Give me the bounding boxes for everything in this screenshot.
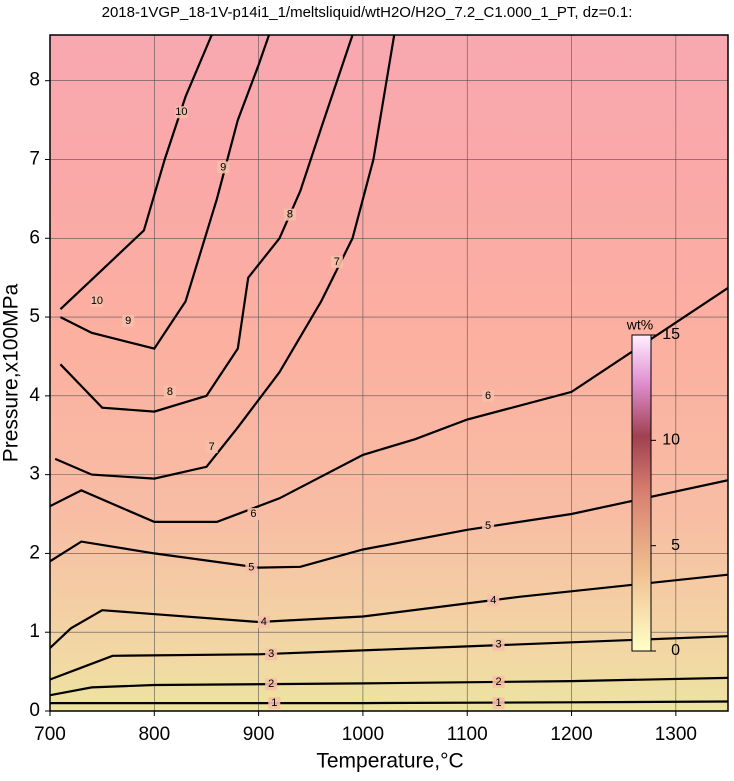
contour-label-box (268, 697, 281, 710)
contour-label-box (487, 594, 500, 607)
contour-line (50, 635, 728, 681)
contour-label: 5 (485, 520, 491, 532)
colorbar-tick-label: 10 (662, 432, 680, 449)
contour-label: 3 (268, 648, 274, 660)
contour-label: 10 (175, 106, 187, 118)
y-tick-label: 4 (29, 385, 40, 406)
contour-label: 7 (334, 256, 340, 268)
x-tick-label: 1100 (447, 724, 488, 745)
x-axis-label: Temperature,°C (316, 750, 463, 773)
contour-line (59, 35, 354, 413)
contour-label: 9 (125, 315, 131, 327)
contour-label: 5 (248, 562, 254, 574)
chart-title: 2018-1VGP_18-1V-p14i1_1/meltsliquid/wtH2… (102, 4, 633, 21)
contour-label-box (175, 106, 188, 119)
contour-label: 6 (250, 508, 256, 520)
x-tick-label: 1000 (342, 724, 384, 745)
colorbar-label: wt% (626, 317, 653, 333)
y-tick-label: 7 (29, 149, 40, 170)
contour-label-box (492, 697, 505, 710)
contour-line (50, 676, 728, 697)
contour-line (50, 479, 728, 569)
y-axis-label: Pressure,x100MPa (0, 283, 23, 462)
x-tick-label: 800 (138, 724, 170, 745)
contour-line (50, 286, 728, 523)
contour-label-box (257, 615, 270, 628)
x-tick-label: 900 (243, 724, 275, 745)
colorbar (631, 334, 652, 652)
contour-label: 1 (495, 697, 501, 709)
contour-label-box (122, 315, 135, 327)
y-tick-label: 2 (29, 542, 40, 563)
contour-label-box (482, 389, 495, 402)
contour-label: 2 (495, 676, 501, 688)
contour-label-box (163, 385, 176, 398)
heatmap-background (50, 35, 728, 711)
contour-label-box (330, 255, 343, 268)
contour-line (50, 700, 728, 705)
contour-line (59, 35, 271, 350)
colorbar-tick-label: 5 (671, 537, 680, 554)
plot-frame (49, 34, 729, 712)
contour-label-box (482, 519, 495, 532)
x-tick-label: 700 (34, 724, 66, 745)
contour-line (54, 35, 396, 480)
contour-label-box (492, 675, 505, 688)
colorbar-tick-label: 0 (671, 642, 680, 659)
y-tick-label: 6 (29, 227, 40, 248)
contour-label-box (247, 508, 260, 521)
contour-label: 4 (261, 616, 267, 628)
colorbar-tick-label: 15 (662, 326, 680, 343)
x-tick-label: 1200 (550, 724, 592, 745)
contour-label-box (245, 561, 258, 574)
contour-label-box (265, 648, 278, 661)
plot-area: 1 1 2 2 3 3 4 4 5 5 6 6 7 7 8 8 9 9 10 10 (50, 35, 728, 711)
contour-label: 8 (167, 386, 173, 398)
y-tick-label: 1 (29, 621, 40, 642)
contour-label: 3 (495, 639, 501, 651)
contour-label: 1 (271, 697, 277, 709)
contour-label: 8 (287, 209, 293, 221)
y-tick-label: 3 (29, 464, 40, 485)
contour-label: 6 (485, 390, 491, 402)
contour-label-box (265, 678, 278, 691)
contour-label-box (492, 638, 505, 651)
contour-label: 4 (490, 595, 496, 607)
x-tick-label: 1300 (655, 724, 697, 745)
contour-label: 10 (91, 295, 103, 307)
contour-label-box (205, 441, 218, 454)
contour-label: 7 (209, 441, 215, 453)
y-tick-label: 0 (29, 700, 40, 721)
contour-label: 9 (220, 161, 226, 173)
contour-label: 2 (268, 678, 274, 690)
y-tick-label: 5 (29, 306, 40, 327)
contour-label-box (283, 208, 296, 221)
contour-line (59, 35, 213, 311)
y-tick-label: 8 (29, 70, 40, 91)
contour-label-box (217, 161, 230, 174)
contour-label-box (90, 295, 103, 308)
